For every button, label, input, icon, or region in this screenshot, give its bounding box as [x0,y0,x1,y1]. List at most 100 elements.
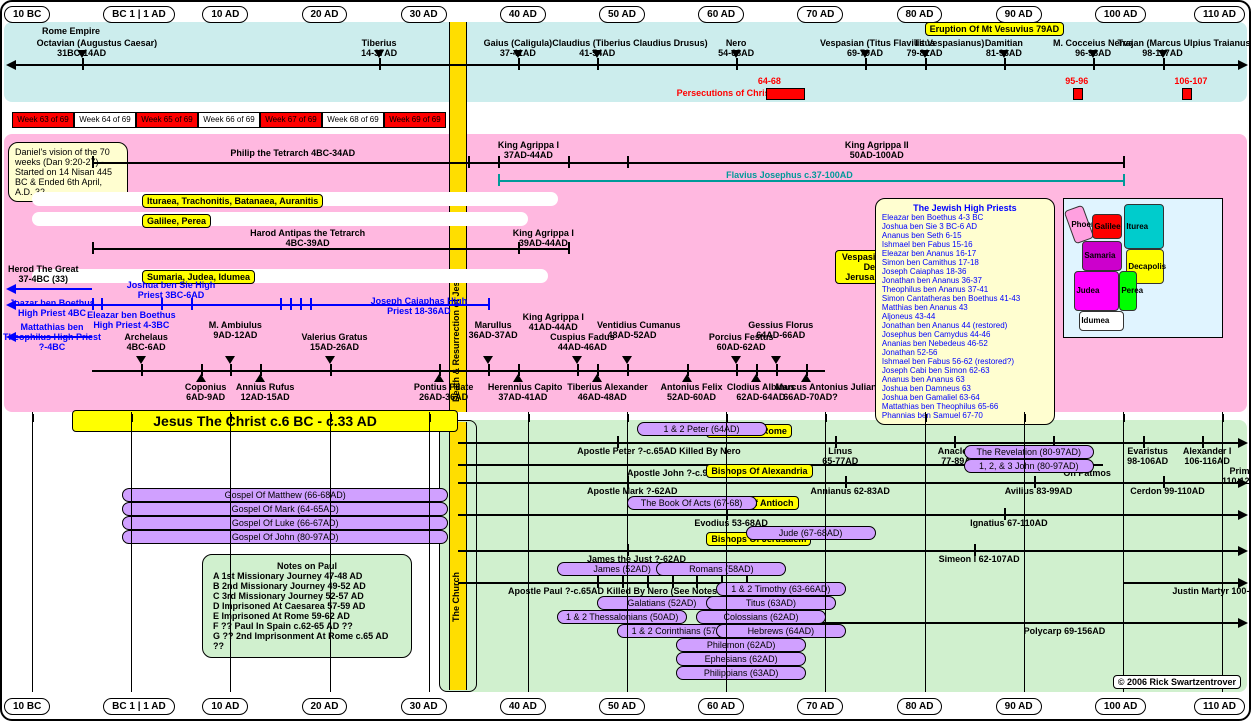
church-label: The Church [451,522,461,622]
rome-arrow-r [1238,60,1248,70]
emperor-tick [1093,58,1095,70]
emperor-label: Octavian (Augustus Caesar)31BC-14AD [37,38,127,58]
vgrid [726,412,727,692]
proc-tick [488,364,490,376]
hp2-line [8,336,92,338]
tick [627,156,629,168]
top-tick: BC 1 | 1 AD [103,6,175,23]
week-box: Week 67 of 69 [260,112,322,128]
vt [627,414,629,422]
proc-caret [572,356,582,364]
gospel-bar: Gospel Of Matthew (66-68AD) [122,488,448,502]
nt-book-bar: 1 & 2 Timothy (63-66AD) [716,582,846,596]
proc-tick [330,364,332,376]
vgrid [925,412,926,692]
nt-book-bar: Philemon (62AD) [676,638,806,652]
paul-notes: Notes on PaulA 1st Missionary Journey 47… [202,554,412,658]
vt [1024,414,1026,422]
proc-label: M. Ambiulus9AD-12AD [200,320,270,340]
rome-axis [14,64,1240,66]
vgrid [528,412,529,692]
vt [1123,414,1125,422]
week-box: Week 68 of 69 [322,112,384,128]
bottom-tick: 110 AD [1194,698,1245,715]
proc-label: Gessius Florus64AD-66AD [746,320,816,340]
hp2l [6,332,16,342]
rome-title: Rome Empire [42,26,100,36]
bishop-label: Ignatius 67-110AD [964,518,1054,528]
nt-book-bar: Ephesians (62AD) [676,652,806,666]
emperor-tick [597,58,599,70]
bottom-tick: 70 AD [797,698,843,715]
timeline-chart: Death & Resurrection of JesusThe Church1… [0,0,1251,721]
high-priests-box: The Jewish High PriestsEleazar ben Boeth… [875,198,1055,425]
proc-label: Pontius Pilate26AD-36AD [409,382,479,402]
vgrid [429,412,430,692]
emperor-tick [82,58,84,70]
proc-tick [776,364,778,376]
vgrid [32,412,33,692]
nt-book-bar: The Book Of Acts (67-68) [627,496,757,510]
vgrid [1024,412,1025,692]
emperor-tick [1163,58,1165,70]
week-box: Week 64 of 69 [74,112,136,128]
top-tick: 90 AD [996,6,1042,23]
nt-book-bar: Colossians (62AD) [696,610,826,624]
persecution-bar [1073,88,1083,100]
nt-book-bar: 1, 2, & 3 John (80-97AD) [964,459,1094,473]
vgrid [627,412,628,692]
hl [6,284,16,294]
top-tick: 20 AD [302,6,348,23]
proc-caret [434,374,444,382]
vt [131,414,133,422]
proc-caret [196,374,206,382]
emperor-tick [865,58,867,70]
emperor-tick [925,58,927,70]
top-tick: 30 AD [401,6,447,23]
proc-label: Archelaus4BC-6AD [111,332,181,352]
proc-caret [325,356,335,364]
proc-caret [255,374,265,382]
top-tick: 10 AD [202,6,248,23]
vgrid [1222,412,1223,692]
tetrarch-line-1 [92,162,1123,164]
gospel-bar: Gospel Of John (80-97AD) [122,530,448,544]
hp-label: Joseph Caiaphas High Priest 18-36AD [369,296,469,316]
proc-label: Annius Rufus12AD-15AD [230,382,300,402]
vgrid [825,412,826,692]
bishop-label: Apostle Peter ?-c.65AD Killed By Nero [577,446,667,456]
bl-arrow [1238,546,1248,556]
proc-caret [751,374,761,382]
bottom-tick: 50 AD [599,698,645,715]
nt-book-bar: 1 & 2 Peter (64AD) [637,422,767,436]
persecution-date: 64-68 [758,76,781,86]
week-box: Week 69 of 69 [384,112,446,128]
proc-label: Marcus Antonius Julianus66AD-70AD? [776,382,846,402]
hp-label: Eleazar ben Boethus High Priest 4-3BC [81,310,181,330]
vgrid [230,412,231,692]
emperor-label: Tiberius14-37AD [334,38,424,58]
bishop-label: Avilius 83-99AD [994,486,1084,496]
vt [825,414,827,422]
top-tick: 10 BC [4,6,50,23]
herod-label: Herod The Great37-4BC (33) [8,264,79,284]
hp-label: Joshua ben Sie High Priest 3BC-6AD [121,280,221,300]
palestine-map: PhoeniciaGalileeItureaDecapolisSamariaPe… [1063,198,1223,338]
herod-line [8,288,92,290]
top-tick: 80 AD [897,6,943,23]
proc-caret [513,374,523,382]
agrippa-label: King Agrippa I39AD-44AD [513,228,574,248]
region-white-bar [32,269,548,283]
tick [1123,156,1125,168]
king-label: King Agrippa I37AD-44AD [498,140,559,160]
bottom-tick: 10 BC [4,698,50,715]
jt [498,174,500,186]
top-tick: 60 AD [698,6,744,23]
tick [92,242,94,254]
josephus-line [498,180,1123,182]
vt [925,414,927,422]
vgrid [330,412,331,692]
bottom-tick: 90 AD [996,698,1042,715]
proc-caret [136,356,146,364]
jesus-bar: Jesus The Christ c.6 BC - c.33 AD [72,410,459,432]
